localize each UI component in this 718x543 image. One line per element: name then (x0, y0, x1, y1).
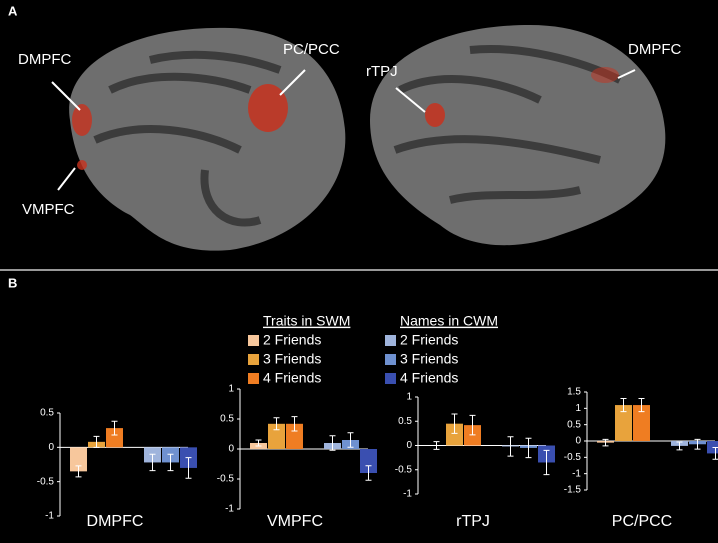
legend-title: Traits in SWM (263, 313, 350, 329)
annotation: VMPFC (22, 201, 75, 218)
y-tick-label: -1 (225, 504, 234, 515)
legend-swatch (385, 335, 396, 346)
y-tick-label: 1.5 (567, 387, 581, 398)
chart-title: PC/PCC (612, 513, 672, 530)
y-tick-label: 0 (406, 440, 412, 451)
annotation: DMPFC (18, 51, 71, 68)
legend-swatch (385, 354, 396, 365)
legend-swatch (248, 354, 259, 365)
y-tick-label: -1 (572, 468, 581, 479)
y-tick-label: 1 (406, 392, 412, 403)
legend-label: 3 Friends (400, 351, 458, 367)
legend-swatch (385, 373, 396, 384)
panel-label: B (8, 275, 17, 290)
y-tick-label: 1 (228, 384, 234, 395)
y-tick-label: 0 (575, 436, 581, 447)
legend-label: 2 Friends (400, 332, 458, 348)
legend-label: 4 Friends (263, 370, 321, 386)
y-tick-label: 1 (575, 403, 581, 414)
annotation: PC/PCC (283, 41, 340, 58)
y-tick-label: 0.5 (567, 419, 581, 430)
y-tick-label: -1.5 (564, 485, 582, 496)
y-tick-label: -1 (403, 489, 412, 500)
y-tick-label: -1 (45, 511, 54, 522)
legend-label: 2 Friends (263, 332, 321, 348)
y-tick-label: -0.5 (217, 474, 235, 485)
legend-label: 3 Friends (263, 351, 321, 367)
y-tick-label: 0 (228, 444, 234, 455)
chart-title: VMPFC (267, 513, 323, 530)
y-tick-label: 0 (48, 442, 54, 453)
y-tick-label: 0.5 (40, 408, 54, 419)
panel-label: A (8, 3, 18, 18)
annotation: rTPJ (366, 63, 398, 80)
legend-swatch (248, 373, 259, 384)
chart-title: rTPJ (456, 513, 490, 530)
legend-title: Names in CWM (400, 313, 498, 329)
chart-title: DMPFC (87, 513, 144, 530)
y-tick-label: -0.5 (395, 464, 413, 475)
y-tick-label: -0.5 (564, 452, 582, 463)
legend-swatch (248, 335, 259, 346)
annotation: DMPFC (628, 41, 681, 58)
legend-label: 4 Friends (400, 370, 458, 386)
y-tick-label: 0.5 (220, 414, 234, 425)
y-tick-label: -0.5 (37, 476, 55, 487)
y-tick-label: 0.5 (398, 416, 412, 427)
